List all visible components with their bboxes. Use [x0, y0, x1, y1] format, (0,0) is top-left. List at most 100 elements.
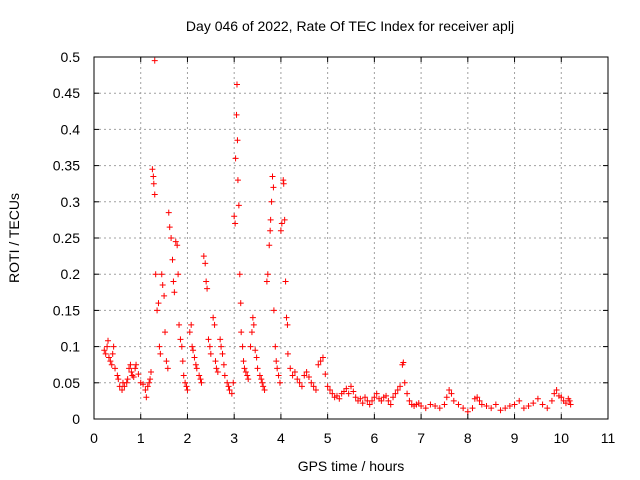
data-point	[252, 347, 259, 354]
data-point	[267, 227, 274, 234]
y-axis-label: ROTI / TECUs	[6, 193, 22, 283]
data-point	[162, 329, 169, 336]
data-point	[291, 368, 298, 375]
data-point	[548, 397, 555, 404]
data-point	[283, 314, 290, 321]
data-point	[218, 343, 225, 350]
data-point	[326, 387, 333, 394]
data-point	[248, 329, 255, 336]
data-point	[133, 361, 140, 368]
data-point	[119, 387, 126, 394]
data-point	[179, 358, 186, 365]
data-point	[104, 343, 111, 350]
data-point	[406, 397, 413, 404]
data-point	[232, 155, 239, 162]
data-point	[242, 368, 249, 375]
data-point	[123, 379, 130, 386]
data-point	[170, 278, 177, 285]
data-point	[373, 390, 380, 397]
data-point	[387, 401, 394, 408]
data-point	[350, 388, 357, 395]
data-point	[497, 407, 504, 414]
data-point	[155, 300, 162, 307]
x-axis-ticks: 0 1 2 3 4 5 6 7 8 9 10 11	[90, 57, 615, 446]
data-point	[343, 385, 350, 392]
data-point	[249, 314, 256, 321]
y-tick-label: 0	[72, 411, 80, 427]
data-point	[401, 379, 408, 386]
data-point	[392, 390, 399, 397]
data-point	[245, 376, 252, 383]
data-point	[264, 271, 271, 278]
data-point	[289, 372, 296, 379]
data-point	[250, 321, 257, 328]
data-point	[172, 238, 179, 245]
x-tick-label: 0	[90, 430, 98, 446]
data-point	[269, 173, 276, 180]
x-tick-label: 2	[184, 430, 192, 446]
data-point	[352, 394, 359, 401]
data-point	[217, 336, 224, 343]
data-point	[224, 379, 231, 386]
y-tick-label: 0.25	[53, 230, 80, 246]
data-point	[275, 372, 282, 379]
y-tick-label: 0.45	[53, 85, 80, 101]
data-point	[329, 390, 336, 397]
data-point	[450, 397, 457, 404]
x-tick-label: 10	[553, 430, 569, 446]
data-point	[298, 383, 305, 390]
data-point	[213, 365, 220, 372]
data-point	[144, 383, 151, 390]
data-point	[276, 379, 283, 386]
data-point	[238, 329, 245, 336]
data-point	[148, 368, 155, 375]
data-point	[474, 394, 481, 401]
y-tick-label: 0.5	[61, 49, 81, 65]
data-point	[202, 260, 209, 267]
data-point	[455, 401, 462, 408]
data-point	[193, 365, 200, 372]
data-point	[129, 372, 136, 379]
data-point	[205, 336, 212, 343]
data-point	[427, 401, 434, 408]
data-point	[558, 394, 565, 401]
data-point	[464, 408, 471, 415]
data-point	[259, 379, 266, 386]
data-point	[483, 402, 490, 409]
data-point	[146, 379, 153, 386]
data-point	[121, 383, 128, 390]
data-point	[165, 209, 172, 216]
data-point	[200, 253, 207, 260]
data-point	[281, 216, 288, 223]
y-tick-label: 0.4	[61, 121, 81, 137]
data-point	[253, 354, 260, 361]
data-point	[404, 390, 411, 397]
data-point	[108, 361, 115, 368]
data-point	[203, 278, 210, 285]
data-point	[530, 400, 537, 407]
data-point	[163, 358, 170, 365]
data-point	[171, 289, 178, 296]
data-point	[135, 371, 142, 378]
data-point	[301, 372, 308, 379]
data-point	[303, 368, 310, 375]
y-axis-ticks: 0 0.05 0.1 0.15 0.2 0.25 0.3 0.35 0.4 0.45 0.5	[53, 49, 608, 427]
data-point	[102, 350, 109, 357]
y-tick-label: 0.3	[61, 194, 81, 210]
data-point	[385, 397, 392, 404]
data-point	[221, 372, 228, 379]
data-point	[126, 365, 133, 372]
data-point	[315, 361, 322, 368]
data-point	[378, 397, 385, 404]
data-point	[210, 314, 217, 321]
data-point	[206, 343, 213, 350]
data-point	[183, 383, 190, 390]
data-point	[366, 401, 373, 408]
data-point	[204, 285, 211, 292]
data-point	[220, 361, 227, 368]
x-tick-label: 4	[277, 430, 285, 446]
data-point	[267, 216, 274, 223]
data-point	[158, 271, 165, 278]
data-point	[394, 387, 401, 394]
data-point	[273, 358, 280, 365]
